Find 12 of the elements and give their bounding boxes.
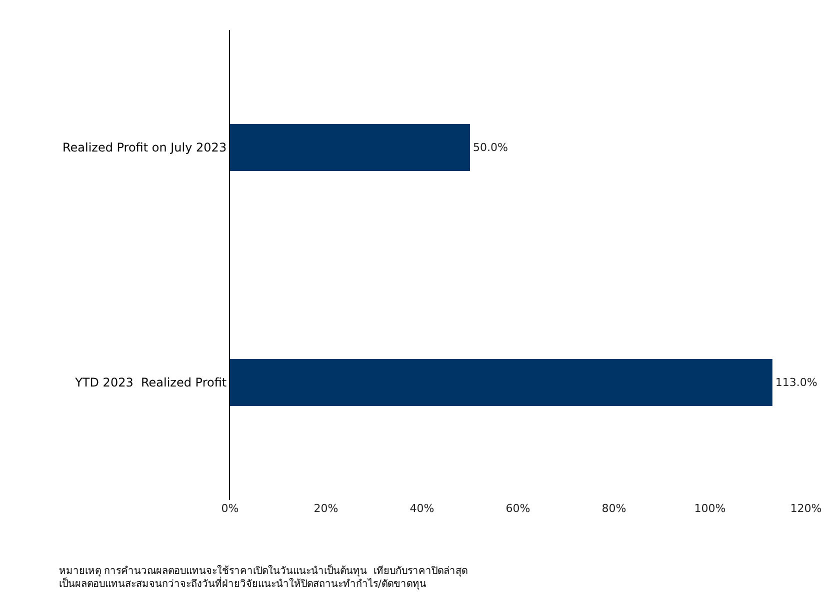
data-label: 50.0% — [473, 141, 508, 154]
text: หมายเหตุ การคำนวณผลตอบแทนจะใช้ราคาเปิดในวันแนะนำเป็นต้นทุน เทียบกับราคาปิดล่าสุด เป็นผลตอบแทนสะสมจนกว่าจะถึงวันที่ฝ่ายวิจัยแนะนำให้ปิดสถานะทำกำไร/ตัดขาดทุน — [59, 563, 468, 590]
y-tick-label: YTD 2023 Realized Profit — [74, 376, 227, 390]
y-tick-label: Realized Profit on July 2023 — [62, 140, 227, 155]
x-tick-label: 100% — [694, 502, 726, 515]
x-tick-label: 20% — [314, 502, 338, 515]
data-label: 113.0% — [775, 376, 818, 389]
x-tick-label: 120% — [790, 502, 822, 515]
x-tick-label: 60% — [506, 502, 530, 515]
x-tick-label: 40% — [410, 502, 434, 515]
x-tick-label: 80% — [602, 502, 626, 515]
x-tick-label: 0% — [221, 502, 239, 515]
